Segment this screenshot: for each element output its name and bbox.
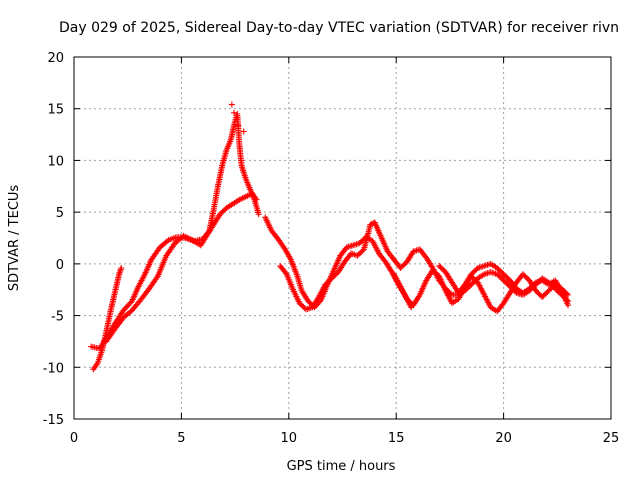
y-tick-label: -10 <box>43 361 64 376</box>
x-tick-label: 10 <box>281 431 298 446</box>
peak-point <box>228 101 235 108</box>
data-points <box>88 101 572 373</box>
y-tick-label: -5 <box>51 310 64 325</box>
y-tick-label: 5 <box>56 206 64 221</box>
data-point <box>565 302 572 309</box>
y-tick-label: 0 <box>56 258 64 273</box>
data-point <box>282 269 289 276</box>
y-tick-label: 20 <box>47 51 64 66</box>
plot-border <box>73 56 612 420</box>
peak-point <box>231 109 238 116</box>
x-tick-label: 15 <box>388 431 405 446</box>
grid-lines <box>74 57 611 419</box>
x-tick-label: 5 <box>177 431 185 446</box>
y-axis-title: SDTVAR / TECUs <box>7 185 22 292</box>
y-tick-label: -15 <box>43 413 64 428</box>
data-point <box>565 291 572 298</box>
x-axis-title: GPS time / hours <box>287 459 396 474</box>
data-point <box>253 196 260 203</box>
data-point <box>127 308 134 315</box>
y-tick-label: 15 <box>47 103 64 118</box>
data-point <box>255 211 262 218</box>
peak-point <box>235 122 242 129</box>
axis-ticks: 0 5 10 15 20 25 -15 -10 -5 0 5 10 15 20 <box>43 51 620 446</box>
x-tick-label: 20 <box>495 431 512 446</box>
y-tick-label: 10 <box>47 154 64 169</box>
peak-point <box>240 128 247 135</box>
x-tick-label: 0 <box>70 431 78 446</box>
data-point <box>367 221 374 228</box>
data-point <box>164 238 171 245</box>
x-tick-label: 25 <box>603 431 620 446</box>
data-point <box>118 264 125 271</box>
chart-title: Day 029 of 2025, Sidereal Day-to-day VTE… <box>59 20 619 36</box>
data-point <box>359 247 366 254</box>
